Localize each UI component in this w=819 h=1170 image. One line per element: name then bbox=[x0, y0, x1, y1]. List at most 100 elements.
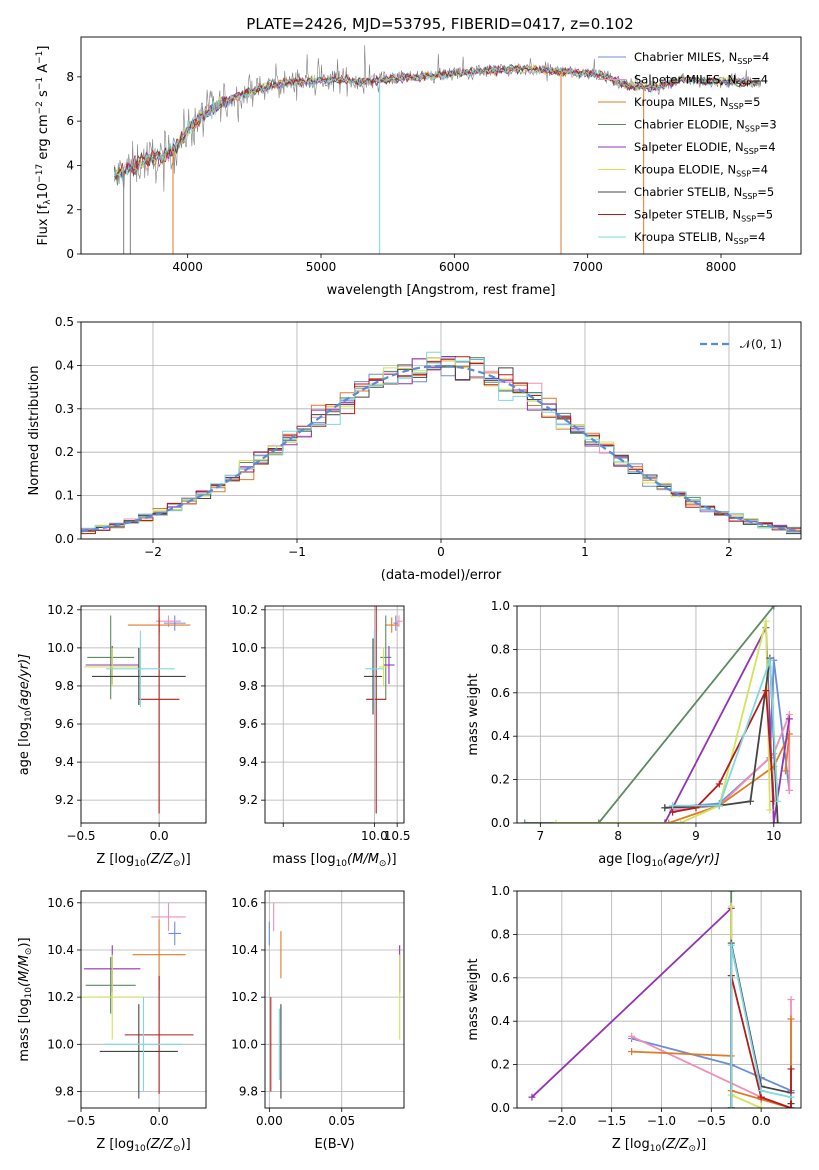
x-axis-label-part: (M/M bbox=[347, 852, 379, 867]
legend-entry-tail: =4 bbox=[749, 230, 766, 244]
y-tick-label: 9.8 bbox=[55, 679, 74, 693]
mass-weight-point bbox=[787, 1104, 795, 1108]
mass-weight-point bbox=[727, 941, 735, 949]
mass-weight-point bbox=[746, 797, 754, 805]
y-tick-label: 9.2 bbox=[55, 793, 74, 807]
y-tick-label: 10.0 bbox=[231, 641, 258, 655]
mass-weight-series-line bbox=[730, 945, 792, 1108]
y-tick-label: 1.0 bbox=[491, 884, 510, 898]
y-axis-label-part: 10 bbox=[24, 987, 34, 999]
x-tick-label: 6000 bbox=[439, 260, 470, 274]
x-axis-label: Z [log10(Z/Z⊙)] bbox=[96, 1137, 190, 1154]
x-tick-label: 0.0 bbox=[752, 1114, 771, 1128]
y-tick-label: 9.8 bbox=[239, 1084, 258, 1098]
axes-frame bbox=[264, 890, 405, 1109]
mass-weight-point bbox=[785, 715, 793, 723]
x-axis-label-part: 10 bbox=[134, 859, 146, 869]
y-tick-label: 0.6 bbox=[491, 686, 510, 700]
x-tick-label: 10.5 bbox=[384, 829, 411, 843]
x-axis-label: E(B-V) bbox=[314, 1137, 354, 1152]
legend-entry-base: Chabrier MILES, N bbox=[634, 50, 737, 64]
mass-weight-point bbox=[727, 1104, 735, 1108]
y-axis-label-part: 10 bbox=[36, 183, 51, 200]
y-tick-label: 0.8 bbox=[491, 927, 510, 941]
x-axis-label-part: ⊙ bbox=[173, 859, 181, 869]
x-tick-label: 0.05 bbox=[328, 1114, 355, 1128]
legend-entry-sub: SSP bbox=[745, 125, 760, 134]
plot-area bbox=[363, 606, 403, 814]
mass-weight-point bbox=[785, 786, 793, 794]
y-tick-label: 0.5 bbox=[55, 315, 74, 329]
legend-entry-base: Kroupa ELODIE, N bbox=[634, 163, 736, 177]
y-tick-label: 0.0 bbox=[491, 816, 510, 830]
y-tick-label: 10.0 bbox=[47, 1037, 74, 1051]
x-tick-label: −1 bbox=[288, 545, 306, 559]
mass-weight-point bbox=[766, 806, 774, 814]
axes-frame bbox=[80, 890, 207, 1109]
legend-entry-base: Salpeter STELIB, N bbox=[634, 208, 741, 222]
x-tick-label: 0.0 bbox=[150, 829, 169, 843]
x-axis-label: mass [log10(M/M⊙)] bbox=[272, 852, 396, 869]
y-tick-label: 10.6 bbox=[47, 896, 74, 910]
y-tick-label: 9.8 bbox=[239, 679, 258, 693]
y-tick-label: 10.2 bbox=[231, 990, 258, 1004]
y-axis-label-part: λ bbox=[43, 199, 53, 205]
y-axis-label-part: s bbox=[36, 90, 51, 101]
y-axis-label: mass [log10(M/M⊙)] bbox=[17, 937, 34, 1061]
mass-weight-point bbox=[774, 819, 782, 823]
legend-entry-sub: SSP bbox=[741, 215, 756, 224]
x-axis-label-part: (Z/Z bbox=[146, 852, 174, 867]
y-tick-label: 9.4 bbox=[239, 755, 258, 769]
x-axis-label-part: ⊙ bbox=[688, 1144, 696, 1154]
y-tick-label: 10.6 bbox=[231, 896, 258, 910]
y-tick-label: 8 bbox=[66, 70, 74, 84]
y-tick-label: 0.4 bbox=[491, 729, 510, 743]
y-axis-label-part: −17 bbox=[35, 164, 45, 183]
x-tick-label: 8000 bbox=[706, 260, 737, 274]
mass-weight-point bbox=[774, 797, 782, 805]
x-axis-label-part: 10 bbox=[134, 1144, 146, 1154]
y-tick-label: 0.2 bbox=[491, 1058, 510, 1072]
plot-area bbox=[81, 351, 801, 535]
x-tick-label: −1.0 bbox=[647, 1114, 676, 1128]
mass-weight-point bbox=[787, 1015, 795, 1023]
x-tick-label: −1.5 bbox=[597, 1114, 626, 1128]
y-axis-label: age [log10(age/yr)] bbox=[17, 654, 34, 776]
mass-weight-point bbox=[715, 802, 723, 810]
mass-weight-point bbox=[757, 1093, 765, 1101]
mass-weight-series-line bbox=[672, 660, 779, 807]
x-tick-label: 0 bbox=[437, 545, 445, 559]
mass-weight-point bbox=[521, 819, 529, 823]
mass-weight-point bbox=[770, 819, 778, 823]
x-axis-label-part: )] bbox=[181, 1137, 191, 1152]
legend-entry-base: Salpeter MILES, N bbox=[634, 73, 736, 87]
x-axis-label-part: )] bbox=[696, 1137, 706, 1152]
y-tick-label: 10.2 bbox=[47, 990, 74, 1004]
y-axis-label: Normed distribution bbox=[27, 366, 42, 496]
legend-entry: Salpeter STELIB, NSSP=5 bbox=[634, 208, 773, 224]
y-tick-label: 9.6 bbox=[55, 717, 74, 731]
legend-entry: Kroupa STELIB, NSSP=4 bbox=[634, 230, 765, 246]
mass-weight-point bbox=[715, 780, 723, 788]
y-tick-label: 10.0 bbox=[231, 1037, 258, 1051]
y-tick-label: 4 bbox=[66, 158, 74, 172]
mass-weight-point bbox=[787, 996, 795, 1003]
mass-weight-point bbox=[528, 1093, 536, 1101]
legend-entry-tail: =5 bbox=[756, 208, 773, 222]
mass-weight-point bbox=[727, 902, 735, 910]
legend-entry: Chabrier MILES, NSSP=4 bbox=[634, 50, 769, 66]
y-tick-label: 10.4 bbox=[47, 943, 74, 957]
x-tick-label: 7000 bbox=[572, 260, 603, 274]
y-tick-label: 1.0 bbox=[491, 599, 510, 613]
y-axis-label-part: −1 bbox=[35, 51, 45, 64]
x-axis-label-part: Z [log bbox=[612, 1137, 650, 1152]
y-tick-label: 0.2 bbox=[491, 773, 510, 787]
residual-histogram-step bbox=[81, 356, 801, 535]
legend-entry-base: Kroupa STELIB, N bbox=[634, 230, 734, 244]
y-tick-label: 10.2 bbox=[231, 603, 258, 617]
mass-weight-point bbox=[757, 1104, 765, 1108]
x-axis-label: (data-model)/error bbox=[381, 568, 502, 583]
mass-weight-point bbox=[762, 687, 770, 695]
mass-weight-point bbox=[770, 606, 778, 610]
